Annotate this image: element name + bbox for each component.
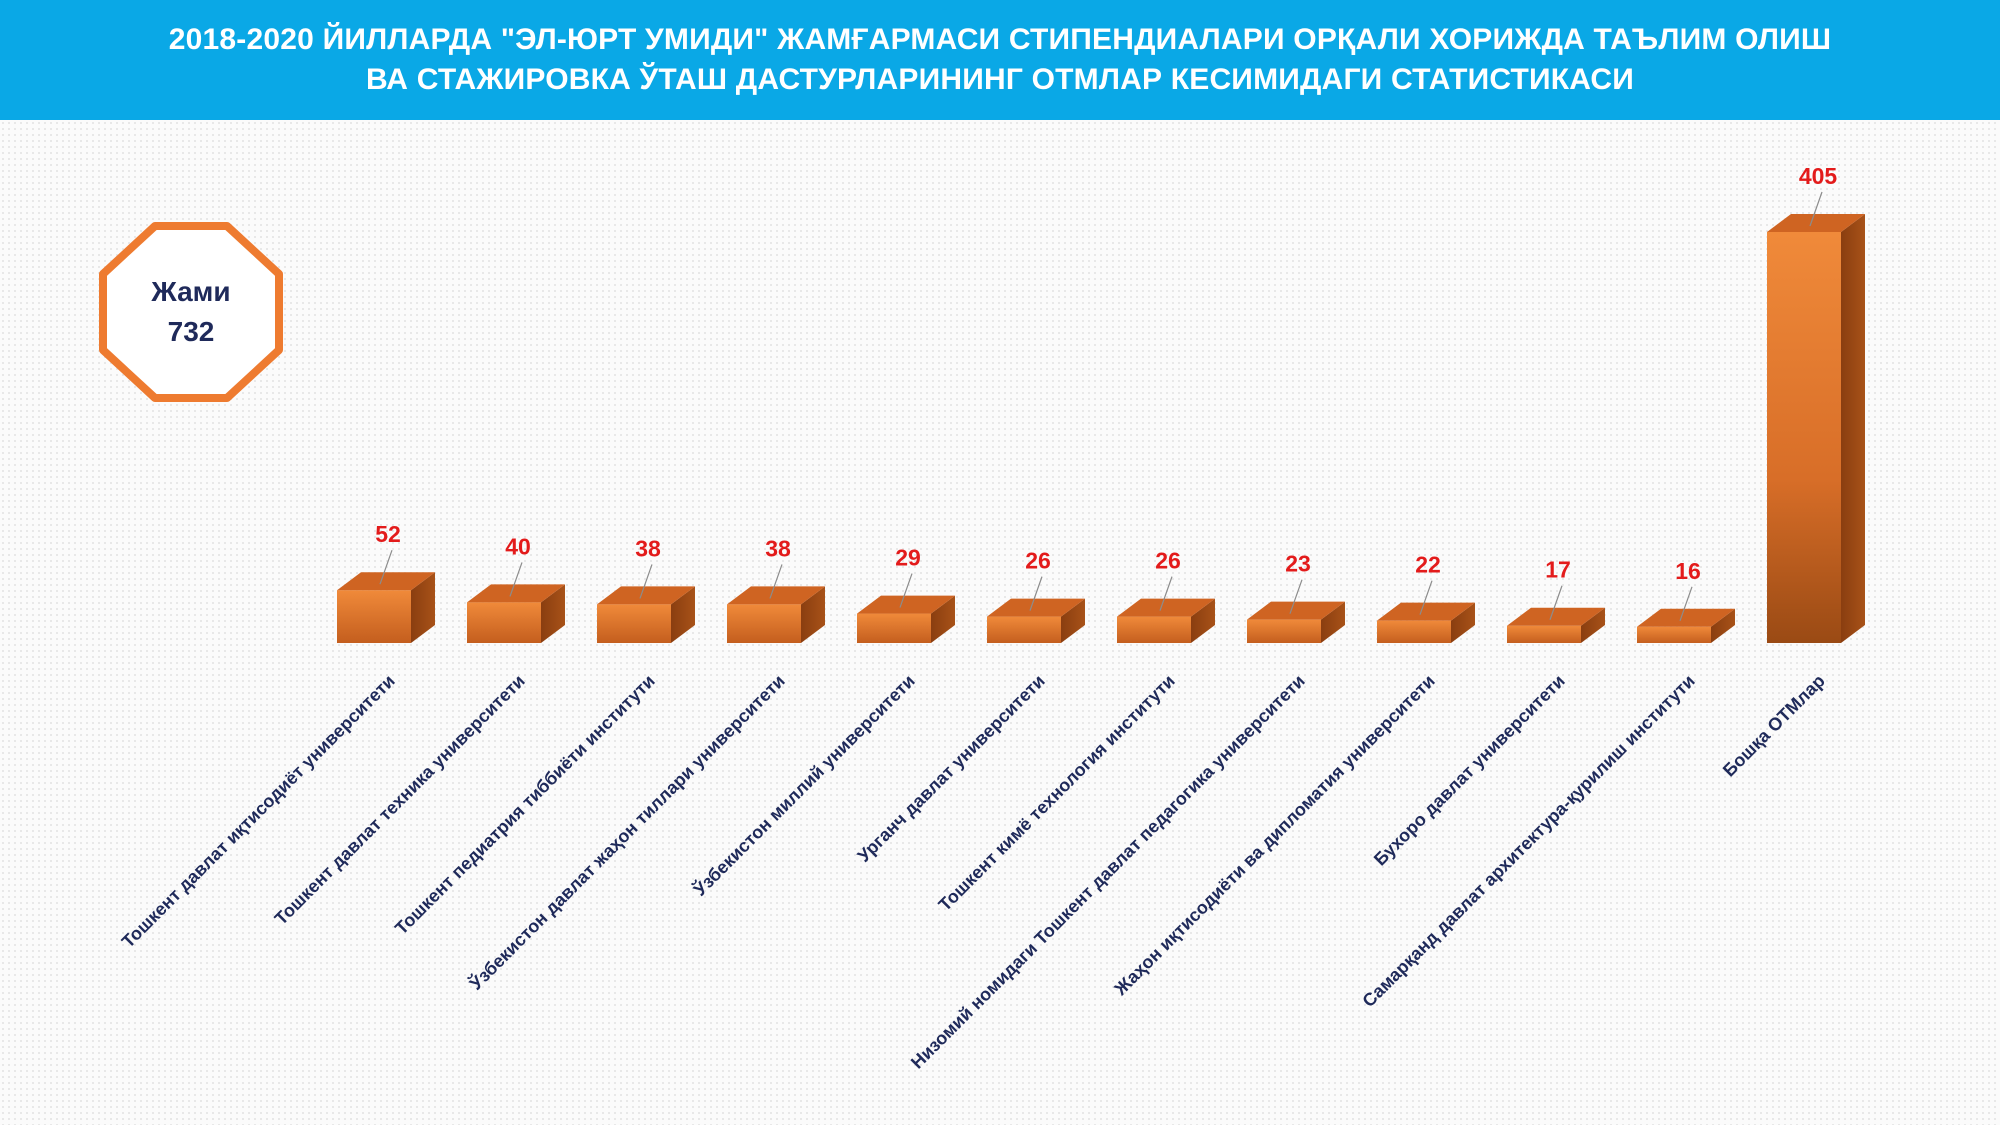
leader-line xyxy=(1029,576,1043,611)
bar xyxy=(1637,608,1735,643)
value-label: 52 xyxy=(375,521,401,547)
bar-front xyxy=(727,604,801,643)
bar-front xyxy=(1507,625,1581,643)
value-label: 23 xyxy=(1285,551,1311,577)
value-label: 29 xyxy=(895,545,921,571)
bar-side xyxy=(1061,598,1085,643)
bar-front xyxy=(857,613,931,643)
leader-line xyxy=(639,564,653,599)
bar-top xyxy=(1377,602,1475,621)
bar-front xyxy=(337,590,411,643)
leader-line xyxy=(1679,586,1693,621)
bar-top xyxy=(597,586,695,605)
bar-top xyxy=(1507,607,1605,626)
bar-front xyxy=(1377,620,1451,643)
bar xyxy=(1507,607,1605,643)
bar-side xyxy=(671,586,695,643)
value-label: 40 xyxy=(505,533,531,559)
total-value: 732 xyxy=(167,316,215,347)
leader-line xyxy=(1549,585,1563,620)
bar-top xyxy=(727,586,825,605)
category-label: Тошкент педиатрия тиббиёти институти xyxy=(391,671,659,939)
leader-line xyxy=(899,573,913,608)
bar-top xyxy=(857,595,955,614)
bar xyxy=(1117,598,1215,643)
category-label: Тошкент давлат техника университети xyxy=(271,671,529,929)
bar-front xyxy=(467,602,541,643)
value-label: 26 xyxy=(1155,548,1181,574)
leader-line xyxy=(769,564,783,599)
bar-top xyxy=(987,598,1085,617)
bar-top xyxy=(467,584,565,603)
bar-front xyxy=(1117,616,1191,643)
category-label: Ўзбекистон давлат жаҳон тиллари универси… xyxy=(464,670,788,994)
bar-top xyxy=(1637,608,1735,627)
bar xyxy=(597,586,695,643)
value-label: 17 xyxy=(1545,557,1571,583)
bar-front xyxy=(1247,619,1321,643)
leader-line xyxy=(509,562,523,597)
bar-side xyxy=(411,572,435,643)
bar-side xyxy=(1841,214,1865,643)
bar xyxy=(1767,214,1865,643)
bar xyxy=(1247,601,1345,643)
total-label: Жами xyxy=(151,276,231,307)
value-label: 16 xyxy=(1675,558,1701,584)
bar-side xyxy=(1581,607,1605,643)
bar xyxy=(1377,602,1475,643)
leader-line xyxy=(1159,576,1173,611)
value-label: 26 xyxy=(1025,548,1051,574)
bar xyxy=(337,572,435,643)
category-label: Ўзбекистон миллий университети xyxy=(688,670,919,901)
leader-line xyxy=(1289,579,1303,614)
bar-front xyxy=(1637,626,1711,643)
leader-line xyxy=(1419,580,1433,615)
bar-side xyxy=(541,584,565,643)
bar-top xyxy=(1767,214,1865,232)
category-label: Тошкент давлат иқтисодиёт университети xyxy=(118,671,399,952)
bar xyxy=(987,598,1085,643)
leader-line xyxy=(1809,191,1823,227)
octagon-frame-icon xyxy=(99,222,283,402)
bar-side xyxy=(1451,602,1475,643)
bar-side xyxy=(801,586,825,643)
category-label: Бошқа ОТМлар xyxy=(1719,671,1829,781)
category-label: Тошкент кимё технология институти xyxy=(935,671,1179,915)
bar-front xyxy=(597,604,671,643)
bar-side xyxy=(1321,601,1345,643)
value-label: 22 xyxy=(1415,552,1441,578)
value-label: 405 xyxy=(1799,163,1838,189)
chart-title-line-2: ВА СТАЖИРОВКА ЎТАШ ДАСТУРЛАРИНИНГ ОТМЛАР… xyxy=(365,63,1635,96)
bar-side xyxy=(1191,598,1215,643)
bar-side xyxy=(1711,608,1735,643)
bar xyxy=(467,584,565,643)
chart-title-line-1: 2018-2020 ЙИЛЛАРДА "ЭЛ-ЮРТ УМИДИ" ЖАМҒАР… xyxy=(168,23,1832,56)
total-badge: Жами 732 xyxy=(95,222,287,402)
leader-line xyxy=(379,550,393,585)
bar xyxy=(857,595,955,643)
value-label: 38 xyxy=(635,535,661,561)
bar-front xyxy=(987,616,1061,643)
bar-top xyxy=(337,572,435,591)
bar-front xyxy=(1767,232,1841,643)
bar-top xyxy=(1247,601,1345,620)
value-label: 38 xyxy=(765,535,791,561)
bar-side xyxy=(931,595,955,643)
bar xyxy=(727,586,825,643)
title-banner: 2018-2020 ЙИЛЛАРДА "ЭЛ-ЮРТ УМИДИ" ЖАМҒАР… xyxy=(0,0,2000,120)
bar-top xyxy=(1117,598,1215,617)
